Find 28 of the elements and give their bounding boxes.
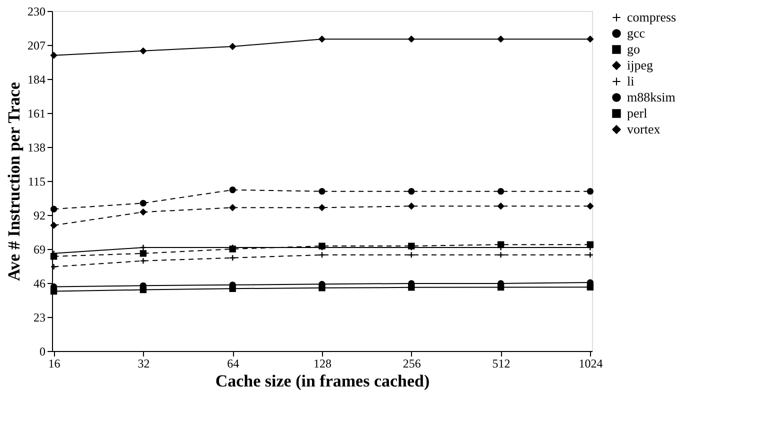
y-tick-label: 138: [28, 140, 46, 154]
y-tick-label: 23: [34, 310, 46, 324]
y-tick-label: 0: [40, 344, 46, 358]
x-tick-label: 1024: [578, 356, 603, 370]
legend-label: vortex: [627, 122, 661, 136]
x-tick-label: 32: [138, 356, 150, 370]
legend-label: compress: [627, 10, 676, 24]
legend-label: li: [627, 74, 635, 88]
y-tick-label: 46: [34, 276, 46, 290]
legend-label: gcc: [627, 26, 646, 40]
y-tick-label: 184: [28, 72, 46, 86]
x-tick-label: 256: [402, 356, 421, 370]
y-tick-label: 69: [34, 242, 46, 256]
legend-label: m88ksim: [627, 90, 676, 104]
y-tick-label: 161: [28, 106, 46, 120]
y-tick-label: 230: [28, 4, 46, 18]
legend-label: perl: [627, 106, 648, 120]
x-tick-label: 64: [227, 356, 240, 370]
x-tick-label: 512: [492, 356, 510, 370]
y-axis-title: Ave # Instruction per Trace: [4, 82, 24, 281]
y-tick-label: 207: [28, 38, 46, 52]
legend-label: go: [627, 42, 640, 56]
y-tick-label: 92: [34, 208, 46, 222]
x-tick-label: 128: [314, 356, 332, 370]
x-tick-label: 16: [48, 356, 60, 370]
x-axis-title: Cache size (in frames cached): [215, 372, 430, 390]
legend-label: ijpeg: [627, 58, 654, 72]
y-tick-label: 115: [28, 174, 46, 188]
